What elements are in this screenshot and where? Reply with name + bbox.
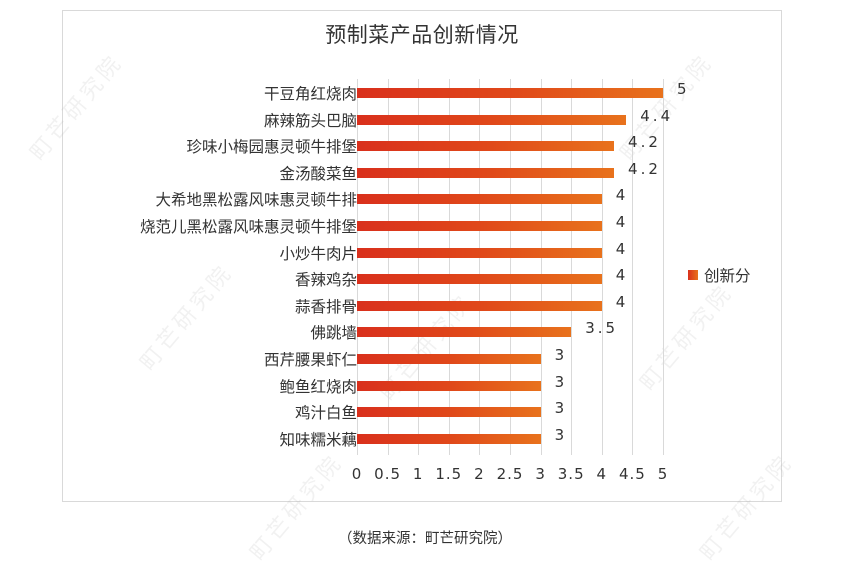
data-label: 3	[554, 372, 568, 391]
bar-row: 4	[357, 239, 663, 266]
data-label: 3.5	[585, 319, 619, 338]
bar-row: 4.4	[357, 106, 670, 133]
gridline	[387, 79, 389, 455]
x-tick-label: 0.5	[374, 465, 402, 483]
gridline	[571, 79, 573, 455]
gridline	[418, 79, 420, 455]
legend-swatch-icon	[688, 270, 698, 280]
category-label: 麻辣筋头巴脑	[263, 111, 357, 130]
bar	[357, 354, 541, 364]
category-label: 珍味小梅园惠灵顿牛排堡	[186, 138, 357, 157]
bar	[357, 114, 627, 125]
x-tick-label: 4.5	[618, 465, 646, 483]
data-label: 4	[615, 239, 629, 258]
category-label: 小炒牛肉片	[279, 244, 357, 263]
category-label: 知味糯米藕	[279, 430, 357, 449]
category-label: 鲍鱼红烧肉	[279, 377, 357, 396]
category-label: 佛跳墙	[310, 324, 357, 343]
bar-row: 4.2	[357, 132, 663, 159]
bar-row: 3	[357, 345, 663, 372]
data-label: 3	[554, 399, 568, 418]
x-tick-label: 2.5	[496, 465, 524, 483]
data-label: 4.2	[628, 133, 661, 152]
bar	[357, 88, 663, 98]
data-label: 5	[677, 80, 690, 98]
bar	[357, 247, 602, 258]
bar	[357, 433, 541, 444]
bar	[357, 141, 615, 152]
gridline	[448, 79, 450, 455]
legend: 创新分	[688, 264, 751, 286]
gridline	[479, 79, 481, 455]
bar-row: 4	[357, 185, 663, 212]
bar	[357, 407, 541, 418]
x-tick-label: 0	[351, 465, 363, 483]
bar-row: 4	[357, 292, 663, 319]
bar-row: 5	[357, 79, 687, 106]
gridline	[540, 79, 542, 455]
source-note: （数据来源：町芒研究院）	[338, 531, 512, 547]
category-label: 蒜香排骨	[294, 297, 357, 316]
gridline	[663, 79, 664, 455]
x-tick-label: 2	[474, 465, 485, 483]
plot-area: 5 4.4 4.2 4.2 4 4 4 4 4 3.5 3 3 3 3	[357, 79, 687, 455]
x-tick-label: 1.5	[435, 465, 463, 483]
legend-label: 创新分	[704, 267, 751, 285]
bar	[357, 380, 541, 391]
category-label: 金汤酸菜鱼	[279, 164, 357, 183]
gridline	[357, 79, 358, 455]
bar	[357, 274, 602, 285]
bar	[357, 221, 602, 231]
x-tick-label: 3	[535, 465, 546, 483]
bar-row: 3	[357, 398, 663, 425]
category-label: 香辣鸡杂	[294, 271, 357, 290]
bar-row: 3	[357, 372, 663, 399]
bar-row: 4	[357, 265, 663, 292]
value-axis: 0 0.5 1 1.5 2 2.5 3 3.5 4 4.5 5	[352, 465, 668, 485]
data-label: 3	[554, 346, 568, 364]
bar	[357, 194, 602, 205]
chart-title: 预制菜产品创新情况	[325, 23, 519, 47]
data-label: 3	[554, 425, 568, 444]
category-label: 烧范儿黑松露风味惠灵顿牛排堡	[139, 218, 357, 236]
chart-frame	[62, 10, 782, 502]
data-label: 4	[615, 292, 629, 311]
category-label: 西芹腰果虾仁	[263, 351, 357, 369]
bar-row: 3	[357, 425, 663, 452]
gridline	[601, 79, 603, 455]
data-label: 4.4	[640, 106, 674, 125]
data-label: 4.2	[628, 159, 661, 178]
x-tick-label: 4	[596, 465, 608, 483]
bar	[357, 167, 615, 178]
bar	[357, 300, 602, 311]
data-label: 4	[615, 213, 629, 231]
bar-row: 4	[357, 212, 663, 239]
data-label: 4	[615, 186, 629, 205]
category-label: 大希地黑松露风味惠灵顿牛排	[155, 191, 357, 210]
gridline	[510, 79, 511, 455]
data-label: 4	[615, 266, 629, 285]
bar-row: 4.2	[357, 159, 663, 186]
category-label: 鸡汁白鱼	[294, 404, 357, 423]
x-tick-label: 3.5	[557, 465, 585, 483]
x-tick-label: 1	[412, 465, 424, 483]
gridline	[632, 79, 634, 455]
x-tick-label: 5	[657, 465, 669, 483]
category-label: 干豆角红烧肉	[263, 85, 357, 103]
bar-row: 3.5	[357, 318, 663, 345]
bar	[357, 327, 572, 338]
